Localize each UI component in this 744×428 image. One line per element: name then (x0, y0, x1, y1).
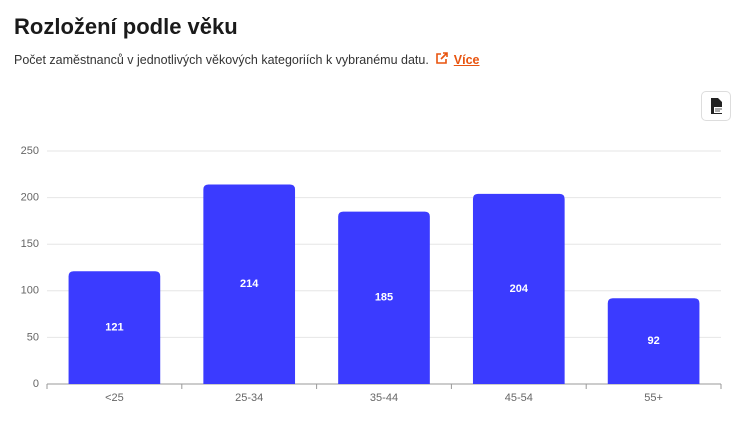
bar-value-label: 92 (647, 335, 659, 347)
bar (607, 298, 700, 384)
bar (472, 193, 565, 384)
bar-value-label: 121 (105, 322, 123, 334)
y-tick-label: 0 (33, 378, 39, 390)
bar-value-label: 204 (510, 283, 529, 295)
download-icon (711, 98, 723, 114)
bar (68, 271, 161, 384)
bar-value-label: 214 (240, 278, 259, 290)
bar-value-label: 185 (375, 292, 393, 304)
y-tick-label: 250 (21, 145, 39, 157)
y-tick-label: 150 (21, 238, 39, 250)
external-link-icon (436, 52, 449, 64)
subtitle-row: Počet zaměstnanců v jednotlivých věkovýc… (14, 52, 479, 67)
x-tick-label: <25 (105, 392, 124, 404)
x-tick-label: 55+ (644, 392, 663, 404)
y-tick-label: 50 (27, 331, 39, 343)
download-button[interactable] (701, 91, 731, 121)
subtitle: Počet zaměstnanců v jednotlivých věkovýc… (14, 53, 429, 67)
chart-title: Rozložení podle věku (14, 14, 238, 39)
more-link[interactable]: Více (453, 53, 480, 67)
bar (338, 211, 430, 384)
y-tick-label: 200 (21, 192, 39, 204)
x-tick-label: 25-34 (235, 392, 263, 404)
bar (203, 184, 296, 384)
x-tick-label: 45-54 (505, 392, 533, 404)
y-tick-label: 100 (21, 285, 39, 297)
chart: 0 50 100 150 200 250 <25 121 25-34 214 35-44 185 45-… (21, 145, 722, 404)
x-tick-label: 35-44 (370, 392, 398, 404)
